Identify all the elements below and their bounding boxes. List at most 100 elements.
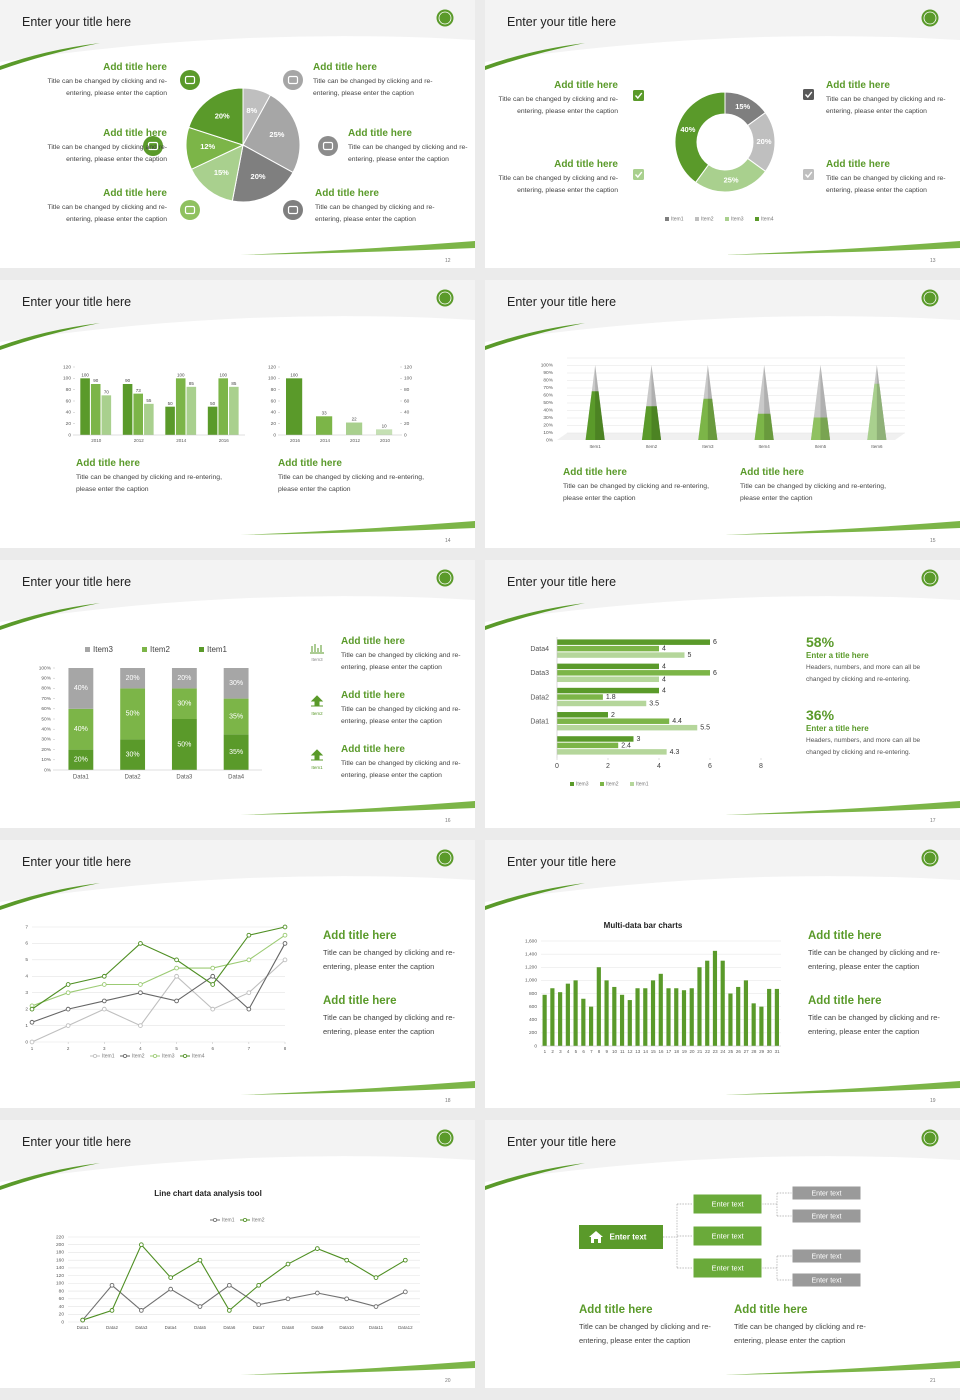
y-tick-label: 70% — [543, 385, 553, 391]
x-tick-label: 2016 — [290, 438, 301, 443]
root-node-text: Enter text — [610, 1233, 647, 1242]
x-tick-label: Item2 — [646, 444, 658, 449]
text-block: Add title here Title can be changed by cl… — [47, 128, 167, 166]
slide: Enter text Enter text Enter text Enter text… — [485, 1120, 960, 1388]
y-tick-label: 40% — [41, 726, 51, 732]
data-label: 20% — [177, 675, 191, 682]
y-tick-label: 40% — [543, 407, 553, 413]
data-label: 50 — [210, 401, 216, 406]
data-label: 50% — [177, 741, 191, 748]
bar-segment — [223, 668, 249, 699]
marker — [197, 1304, 203, 1309]
page-number: 16 — [445, 818, 451, 824]
marker — [373, 1304, 379, 1309]
pyramid-shade — [595, 391, 605, 440]
x-tick-label: 13 — [635, 1049, 641, 1054]
text-block: Add title here Title can be changed by cl… — [498, 159, 618, 197]
legend-label: Item2 — [606, 781, 619, 787]
data-label: 4 — [662, 663, 666, 670]
heading: Add title here — [348, 128, 412, 139]
bar — [550, 988, 555, 1046]
marker — [174, 965, 179, 971]
x-tick-label: Data4 — [228, 775, 245, 781]
y-tick-label: 120 — [268, 364, 276, 370]
bar — [175, 378, 186, 435]
y-tick-label: 0 — [68, 432, 71, 438]
legend-label: Item3 — [731, 216, 744, 222]
bar — [542, 994, 547, 1046]
marker — [226, 1282, 232, 1288]
slide-canvas: 15% 20% 25% 40% Item1 Item2 Item3 Item4 — [485, 0, 960, 255]
y-tick-label: 1 — [25, 1023, 28, 1029]
bar — [705, 960, 710, 1046]
bar — [286, 378, 303, 435]
logo-ring — [438, 571, 452, 585]
logo-ring — [923, 571, 937, 585]
text-block: Add title here Title can be changed by cl… — [734, 1304, 874, 1348]
page-number: 13 — [930, 258, 936, 264]
data-label: 40% — [74, 726, 88, 733]
y-tick-label: 1,200 — [525, 965, 537, 971]
bar — [658, 973, 663, 1046]
marker — [101, 973, 107, 979]
slice-label: 12% — [200, 142, 215, 151]
y-tick-label: 20% — [543, 422, 553, 428]
page-number: 15 — [930, 538, 936, 544]
heading: Add title here — [76, 458, 140, 469]
bar-segment — [171, 688, 197, 719]
data-label: 2.4 — [621, 742, 631, 749]
slice-label: 15% — [735, 102, 750, 111]
y-tick-label: 20 — [271, 421, 277, 427]
slice — [190, 144, 244, 202]
marker — [246, 990, 252, 996]
bar — [689, 988, 694, 1046]
text-block: Add title here Title can be changed by cl… — [323, 930, 463, 974]
heading: Add title here — [103, 62, 167, 73]
x-tick-label: Data6 — [223, 1325, 236, 1330]
y-tick-label: 40 — [59, 1304, 65, 1310]
icon — [310, 749, 324, 761]
x-tick-label: 15 — [651, 1049, 657, 1054]
pyramid-shade — [707, 398, 718, 440]
marker — [65, 982, 71, 987]
x-tick-label: 2012 — [350, 438, 361, 443]
heading: Add title here — [808, 995, 882, 1007]
y-tick-label: 40 — [66, 410, 72, 416]
legend-label: Item1 — [222, 1217, 235, 1223]
slide-canvas: 0%10% 20%30% 40%50% 60%70% 80%90% 100% Item1 It… — [485, 280, 960, 535]
home-icon — [589, 1231, 603, 1243]
marker — [138, 941, 143, 946]
bar — [557, 645, 659, 652]
y-tick-label: 100% — [39, 665, 52, 671]
middle-node — [692, 1257, 763, 1279]
legend-label: Item3 — [162, 1053, 175, 1059]
bar — [573, 980, 578, 1046]
data-label: 100 — [290, 373, 298, 378]
slide-title: Enter your title here — [507, 575, 617, 589]
header-band — [0, 0, 475, 62]
x-tick-label: 5 — [575, 1049, 578, 1054]
data-label: 100 — [177, 373, 185, 378]
stat-caption: Headers, numbers, and more can all be ch… — [806, 664, 921, 683]
marker — [246, 1006, 252, 1012]
x-tick-label: 8 — [284, 1046, 287, 1051]
y-tick-label: 2 — [25, 1006, 28, 1012]
data-label: 55 — [146, 398, 152, 403]
heading: Add title here — [103, 188, 167, 199]
slide: Multi-data bar charts 0 200 400 600 800 1,000 1… — [485, 840, 960, 1108]
header-band — [485, 840, 960, 902]
x-tick-label: Data3 — [176, 775, 193, 781]
bar — [759, 1006, 764, 1046]
swoosh — [725, 521, 960, 535]
y-tick-label: 5 — [25, 957, 28, 963]
bar-segment — [120, 688, 146, 740]
x-tick-label: 21 — [697, 1049, 703, 1054]
swoosh — [725, 1361, 960, 1375]
data-label: 4.4 — [672, 718, 682, 725]
x-tick-label: 29 — [759, 1049, 765, 1054]
slice-label: 20% — [215, 111, 230, 120]
y-tick-label: 80 — [404, 387, 410, 393]
bar — [751, 1003, 756, 1046]
bar-segment — [223, 734, 249, 770]
x-tick-label: 20 — [689, 1049, 695, 1054]
